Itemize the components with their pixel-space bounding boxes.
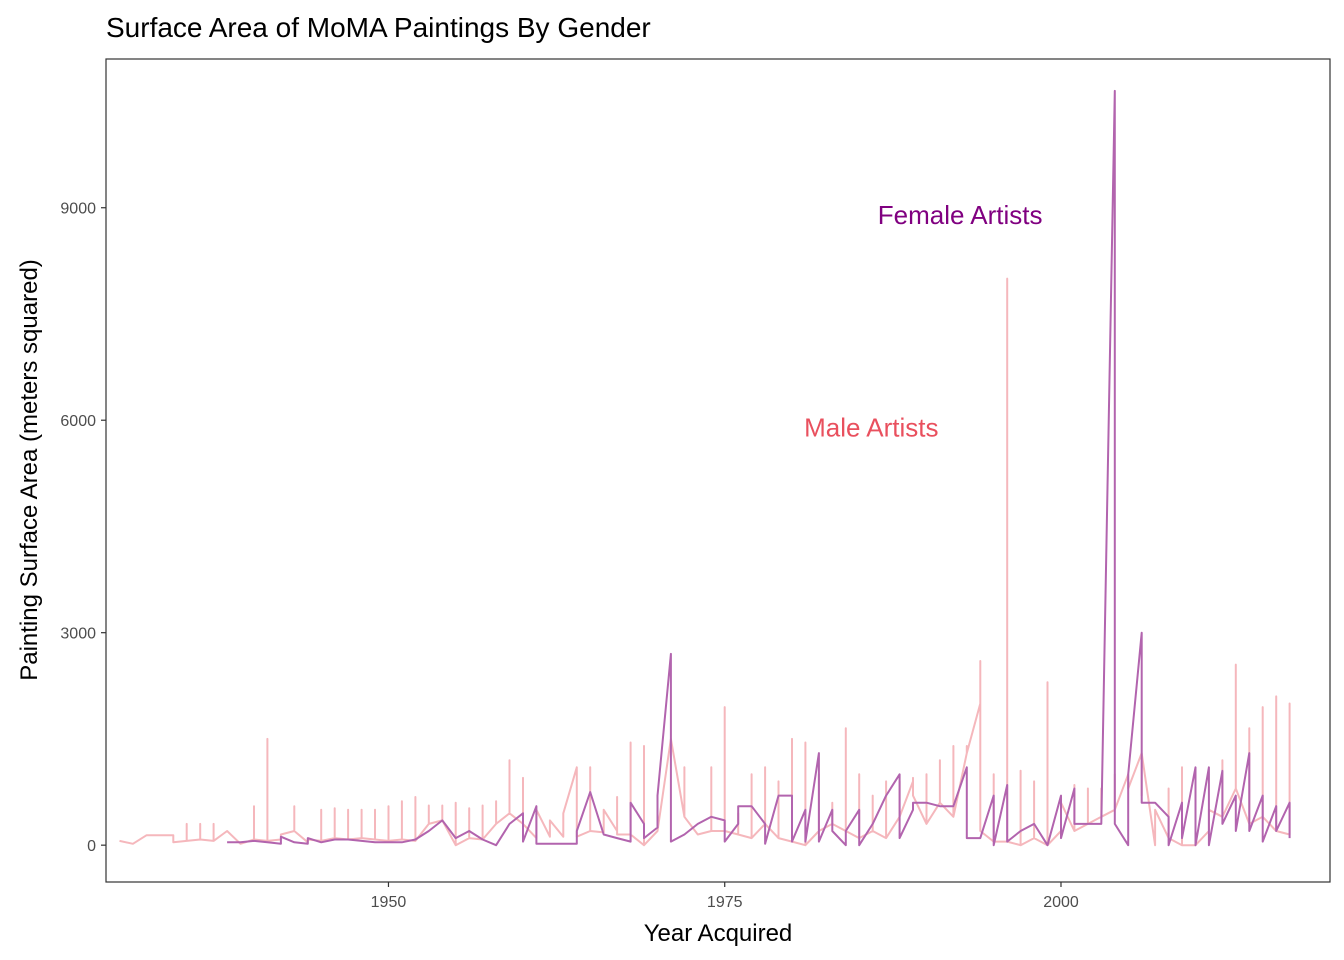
series-line-female-artists — [227, 89, 1291, 847]
y-tick-label: 3000 — [60, 626, 96, 643]
x-tick-label: 2000 — [1043, 894, 1079, 911]
y-axis-title: Painting Surface Area (meters squared) — [16, 259, 43, 681]
x-tick-label: 1950 — [371, 894, 407, 911]
y-axis: 0 3000 6000 9000 — [60, 201, 106, 855]
series-layer — [119, 89, 1291, 847]
x-axis-title: Year Acquired — [644, 920, 793, 947]
y-tick-label: 0 — [87, 838, 96, 855]
x-tick-label: 1975 — [707, 894, 743, 911]
x-axis: 1950 1975 2000 — [371, 882, 1079, 911]
annotations: Female Artists Male Artists — [804, 200, 1042, 442]
chart-title: Surface Area of MoMA Paintings By Gender — [106, 12, 651, 43]
annotation-female-artists: Female Artists — [878, 200, 1043, 230]
plot-panel-border — [105, 58, 1331, 883]
y-tick-label: 9000 — [60, 201, 96, 218]
annotation-male-artists: Male Artists — [804, 412, 938, 442]
y-tick-label: 6000 — [60, 413, 96, 430]
